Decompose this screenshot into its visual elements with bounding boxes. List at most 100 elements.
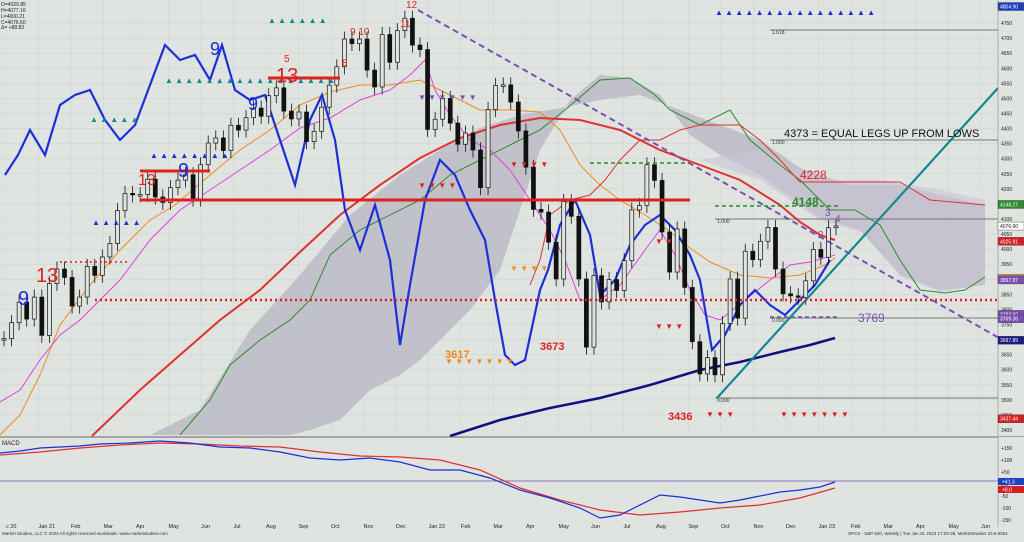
x-tick-label: Oct [721, 524, 730, 530]
x-tick-label: Sep [299, 524, 309, 530]
candle-body [765, 227, 771, 242]
marker-rows: ▲ ▲ ▲ ▲ ▲ ▲ ▲ ▲ ▲ ▲ ▲ ▲ ▲ ▲ ▲ ▲ ▲ ▲ ▲ ▲ … [90, 8, 875, 419]
price-badge-label: 4076.60 [1000, 224, 1018, 230]
candle-body [750, 250, 756, 261]
candle-body [92, 265, 98, 276]
candle-body [742, 250, 748, 319]
cloud-kumo-shade [700, 150, 985, 292]
candle-body [803, 280, 809, 298]
count-4-purple: 4 [835, 214, 841, 225]
candle-body [228, 124, 234, 151]
count-9-10-top: 9 10 [350, 27, 370, 38]
candle-body [780, 268, 786, 295]
macd-badge [998, 486, 1024, 493]
candles-layer [1, 10, 839, 383]
candle-body [387, 34, 393, 63]
candle-body [273, 87, 279, 97]
candle-body [652, 164, 657, 181]
y-tick-label: 3650 [1001, 353, 1012, 359]
y-tick-label: 3500 [1001, 398, 1012, 404]
candle-body [659, 180, 665, 233]
candle-body [137, 194, 143, 197]
blue-marker-row: ▲ ▲ ▲ ▲ ▲ ▲ ▲ ▲ ▲ ▲ ▲ ▲ ▲ ▲ ▲ ▲ [715, 8, 875, 17]
y-tick-label: 3400 [1001, 428, 1012, 434]
price-badge-label: 4804.90 [1000, 5, 1018, 11]
candle-body [145, 178, 151, 195]
candle-body [697, 341, 703, 375]
count-13-mid: 13 [138, 172, 156, 189]
candle-body [447, 98, 453, 124]
candle-body [9, 322, 14, 340]
y-axis-ticks: 4800475047004650460045504500445044004350… [1001, 6, 1012, 434]
candle-body [107, 243, 113, 258]
level-4228-label: 4228 [800, 168, 827, 182]
y-tick-label: 4650 [1001, 51, 1012, 57]
candle-body [220, 137, 226, 151]
x-axis-ticks: c 20 Jan 21 Feb Mar Apr May Jun Jul Aug Sep Oct Nov… [6, 524, 990, 530]
price-badge [997, 237, 1024, 246]
x-tick-label: Nov [364, 524, 374, 530]
price-badge [997, 221, 1024, 231]
y-tick-label: 3750 [1001, 323, 1012, 329]
candle-body [24, 301, 30, 320]
macd-title: MACD [2, 441, 20, 447]
x-tick-label: Apr [136, 524, 145, 530]
candle-body [500, 84, 506, 87]
count-labels: 13 9 13 9 9 9 13 12 11 5 9 10 8 3 4 2 [18, 0, 841, 310]
candle-body [236, 124, 241, 131]
level-3617-label: 3617 [445, 349, 469, 361]
x-tick-label: Mar [884, 524, 894, 530]
candle-body [372, 69, 377, 88]
y-tick-label: 4450 [1001, 112, 1012, 118]
candle-body [727, 278, 733, 324]
price-badges: 4804.904148.274076.604025.913902.613897.… [997, 2, 1024, 423]
ohlc-info-box: O=4020.85 H=4077.16 L=4000.21 C=4076.60 … [0, 0, 38, 31]
fib-label-5: 0.000 [772, 318, 785, 324]
teal-marker-row-3: ▲ ▲ ▲ ▲ ▲ ▲ [268, 16, 327, 25]
y-tick-label: 4050 [1001, 232, 1012, 238]
x-tick-label: Jan 21 [39, 524, 56, 530]
red-marker-row-3: ▼ ▼ [655, 237, 673, 246]
candle-body [62, 268, 67, 278]
candle-body [636, 205, 642, 211]
price-badge-label: 4025.91 [1000, 239, 1018, 245]
candle-body [705, 357, 710, 375]
x-tick-label: Jun [981, 524, 990, 530]
candle-body [1, 338, 7, 341]
candle-body [379, 34, 385, 88]
count-9-mid2: 9 [248, 94, 258, 114]
x-tick-label: Jun [201, 524, 210, 530]
candle-body [795, 295, 801, 298]
macd-tick-label: +150 [1001, 446, 1012, 452]
x-tick-label: Apr [916, 524, 925, 530]
candle-body [152, 178, 158, 198]
blue-marker-row-3: ▲ ▲ ▲ ▲ ▲ ▲ ▲ ▲ [150, 151, 229, 160]
x-tick-label: Jul [234, 524, 241, 530]
y-tick-label: 4500 [1001, 96, 1012, 102]
candle-body [614, 279, 620, 291]
x-tick-label: May [169, 524, 180, 530]
y-tick-label: 4100 [1001, 217, 1012, 223]
fib-label-1: 1.000 [772, 140, 785, 146]
candle-body [349, 38, 355, 44]
x-tick-label: Dec [396, 524, 406, 530]
ohlc-open: O=4020.85 [1, 2, 26, 8]
x-tick-label: May [949, 524, 960, 530]
y-tick-label: 4300 [1001, 157, 1012, 163]
candle-body [319, 106, 325, 132]
count-3-purple: 3 [825, 208, 831, 219]
candle-body [629, 209, 635, 261]
candle-body [531, 166, 536, 210]
candle-body [266, 95, 272, 117]
x-tick-label: Aug [266, 524, 276, 530]
footer-copyright: Market Studies, LLC © 2023 All rights re… [2, 530, 168, 536]
level-3673-label: 3673 [540, 341, 564, 353]
candle-body [175, 179, 181, 189]
y-tick-label: 4000 [1001, 247, 1012, 253]
candle-body [99, 256, 105, 276]
count-11-top: 11 [400, 19, 411, 30]
count-9-mid: 9 [178, 160, 189, 182]
candle-body [758, 240, 763, 261]
candle-body [810, 249, 816, 282]
